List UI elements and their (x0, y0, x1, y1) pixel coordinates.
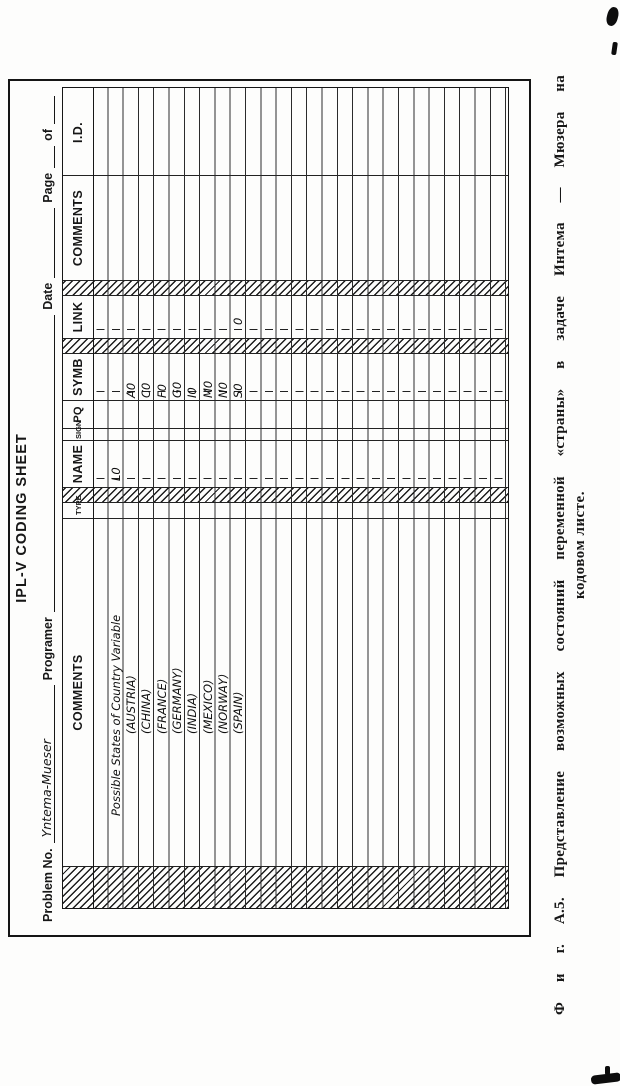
handwritten-entry: I0 (185, 387, 200, 398)
problem-no-label: Problem No. (41, 848, 55, 922)
col-symb: SYMB A0 C0 F0 G0 I0 M0 N0 S0 (63, 353, 508, 400)
col-header-link: LINK (71, 301, 85, 333)
figure-caption: Ф и г. А.5. Представление возможных сост… (552, 75, 589, 1015)
col-comments-left: COMMENTS Possible States of Country Vari… (63, 518, 508, 866)
symb-cells: A0 C0 F0 G0 I0 M0 N0 S0 (93, 354, 508, 400)
col-header-pq: PQ (72, 406, 84, 423)
scan-ink-mark (605, 1066, 610, 1075)
type-cells (93, 503, 508, 518)
handwritten-entry: C0 (139, 382, 154, 398)
handwritten-entry: (GERMANY) (170, 667, 184, 734)
sheet-title: IPL-V CODING SHEET (14, 433, 30, 603)
page-blank-line (41, 145, 55, 168)
handwritten-entry: L0 (108, 467, 123, 481)
handwritten-entry: G0 (170, 381, 184, 398)
col-link: LINK 0 (63, 295, 508, 338)
handwritten-entry: F0 (154, 384, 169, 398)
col-header-comments-left: COMMENTS (71, 654, 85, 731)
comments-right-cells (93, 176, 508, 280)
header-fields: Problem No. Yntema-Mueser Programer Date… (35, 96, 55, 922)
coding-grid: COMMENTS Possible States of Country Vari… (62, 87, 509, 909)
handwritten-entry: (INDIA) (185, 692, 200, 734)
col-left-margin-hatch (63, 866, 508, 908)
pq-cells (93, 401, 508, 428)
col-header-comments-right: COMMENTS (71, 189, 85, 267)
handwritten-entry: N0 (215, 382, 230, 398)
col-name: NAME L0 (63, 440, 508, 487)
handwritten-entry: (FRANCE) (154, 678, 169, 734)
col-header-name: NAME (71, 444, 85, 484)
date-label: Date (41, 282, 55, 310)
col-header-symb: SYMB (71, 358, 85, 396)
date-blank-line (41, 207, 55, 278)
handwritten-entry: (CHINA) (139, 688, 154, 734)
sign-cells (93, 429, 508, 440)
col-separator-hatch-2 (63, 338, 508, 353)
scan-ink-mark (611, 41, 618, 56)
of-blank-line (41, 96, 55, 124)
handwritten-entry: (SPAIN) (231, 691, 246, 735)
caption-line-1: Ф и г. А.5. Представление возможных сост… (552, 75, 568, 1015)
handwritten-entry: S0 (231, 383, 246, 398)
col-comments-right: COMMENTS (63, 175, 508, 280)
problem-no-value: Yntema-Mueser (39, 685, 55, 844)
col-separator-hatch-3 (63, 280, 508, 295)
col-header-type: TYPE (73, 495, 83, 515)
programer-label: Programer (41, 617, 55, 681)
programer-blank-line (41, 314, 55, 613)
ipl-coding-sheet: IPL-V CODING SHEET Problem No. Yntema-Mu… (8, 79, 531, 937)
comments-left-cells: Possible States of Country Variable (AUST… (93, 519, 508, 866)
col-header-id: I.D. (71, 121, 85, 144)
caption-line-2: кодовом листе. (572, 491, 588, 599)
of-label: of (41, 129, 55, 141)
handwritten-entry: (NORWAY) (215, 673, 230, 734)
handwritten-entry: 0 (231, 317, 246, 325)
col-pq: PQ (63, 400, 508, 428)
name-cells: L0 (93, 441, 508, 487)
col-separator-hatch-1 (63, 487, 508, 502)
rotated-figure: IPL-V CODING SHEET Problem No. Yntema-Mu… (8, 75, 608, 1015)
id-cells (93, 90, 508, 175)
handwritten-entry: Possible States of Country Variable (108, 614, 123, 816)
col-type: TYPE (63, 495, 508, 518)
col-sign: SIGN (63, 420, 508, 440)
page-label: Page (41, 172, 55, 203)
handwritten-entry: A0 (124, 382, 139, 398)
handwritten-entry: (AUSTRIA) (124, 675, 139, 734)
handwritten-entry: M0 (200, 380, 215, 398)
handwritten-entry: (MEXICO) (200, 679, 215, 734)
scan-ink-mark (604, 5, 620, 28)
col-header-sign: SIGN (73, 420, 83, 439)
col-id: I.D. (63, 90, 508, 175)
link-cells: 0 (93, 296, 508, 338)
